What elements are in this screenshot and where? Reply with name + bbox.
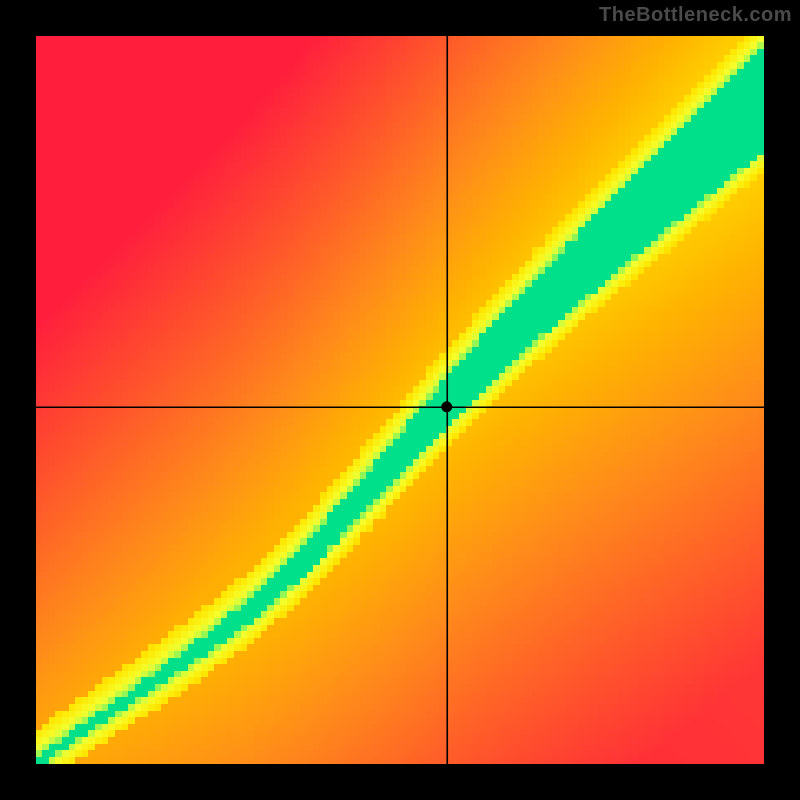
plot-area [36,36,764,764]
chart-container: TheBottleneck.com [0,0,800,800]
watermark-text: TheBottleneck.com [599,4,792,27]
heatmap-canvas [36,36,764,764]
